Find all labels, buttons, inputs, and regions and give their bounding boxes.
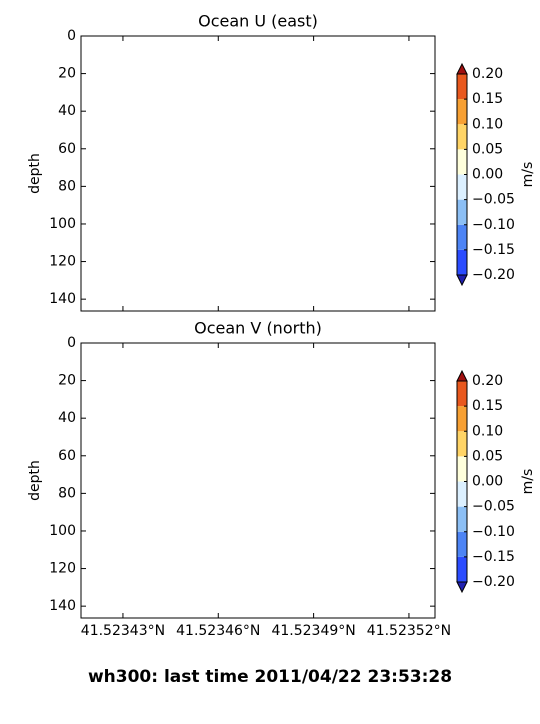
- colorbar-tick-label: 0.15: [472, 91, 503, 107]
- colorbar-tick-label: −0.15: [472, 549, 515, 565]
- colorbar-band: [457, 431, 467, 457]
- y-tick-label: 100: [49, 523, 76, 539]
- colorbar-tick-label: 0.20: [472, 373, 503, 389]
- colorbar-label: m/s: [520, 162, 536, 188]
- colorbar-band: [457, 74, 467, 100]
- y-tick-label: 140: [49, 291, 76, 307]
- colorbar-extend-over: [456, 62, 468, 75]
- colorbar-tick-label: −0.05: [472, 499, 515, 515]
- y-tick-label: 0: [67, 335, 76, 351]
- y-tick-label: 80: [58, 485, 76, 501]
- x-tick-label: 41.52346°N: [176, 623, 260, 639]
- y-tick-label: 100: [49, 216, 76, 232]
- colorbar-band: [457, 456, 467, 482]
- colorbar-band: [457, 224, 467, 250]
- colorbar-tick-label: −0.10: [472, 524, 515, 540]
- x-tick-label: 41.52352°N: [367, 623, 451, 639]
- colorbar-tick-label: 0.20: [472, 66, 503, 82]
- plot-area: [80, 35, 436, 312]
- colorbar-band: [457, 149, 467, 175]
- colorbar-band: [457, 199, 467, 225]
- y-axis-label: depth: [27, 460, 43, 501]
- colorbar-tick-label: −0.20: [472, 574, 515, 590]
- colorbar-extend-over: [456, 369, 468, 382]
- figure-title: wh300: last time 2011/04/22 23:53:28: [88, 667, 452, 687]
- y-tick-label: 40: [58, 410, 76, 426]
- colorbar-band: [457, 531, 467, 557]
- colorbar-extend-under: [456, 274, 468, 287]
- colorbar-tick-label: 0.05: [472, 448, 503, 464]
- colorbar-band: [457, 99, 467, 125]
- colorbar-tick-label: 0.10: [472, 116, 503, 132]
- colorbar-tick-label: −0.20: [472, 267, 515, 283]
- y-tick-label: 140: [49, 598, 76, 614]
- y-tick-label: 60: [58, 448, 76, 464]
- colorbar-band: [457, 506, 467, 532]
- y-tick-label: 120: [49, 561, 76, 577]
- x-tick-label: 41.52343°N: [81, 623, 165, 639]
- chart-title: Ocean V (north): [194, 319, 322, 338]
- colorbar-tick-label: 0.00: [472, 474, 503, 490]
- plot-area: [80, 342, 436, 619]
- chart-title: Ocean U (east): [198, 12, 318, 31]
- colorbar-band: [457, 556, 467, 582]
- colorbar-band: [457, 249, 467, 275]
- colorbar-band: [457, 406, 467, 432]
- y-tick-label: 40: [58, 103, 76, 119]
- colorbar-band: [457, 124, 467, 150]
- y-tick-label: 120: [49, 254, 76, 270]
- y-tick-label: 20: [58, 66, 76, 82]
- colorbar-tick-label: −0.05: [472, 192, 515, 208]
- colorbar-band: [457, 174, 467, 200]
- colorbar-tick-label: −0.15: [472, 242, 515, 258]
- x-tick-label: 41.52349°N: [271, 623, 355, 639]
- colorbar-tick-label: 0.15: [472, 398, 503, 414]
- colorbar-tick-label: −0.10: [472, 217, 515, 233]
- y-tick-label: 60: [58, 141, 76, 157]
- colorbar-tick-label: 0.05: [472, 141, 503, 157]
- y-tick-label: 20: [58, 373, 76, 389]
- colorbar-label: m/s: [520, 469, 536, 495]
- y-axis-label: depth: [27, 153, 43, 194]
- colorbar-extend-under: [456, 581, 468, 594]
- y-tick-label: 80: [58, 178, 76, 194]
- colorbar-tick-label: 0.00: [472, 167, 503, 183]
- colorbar-tick-label: 0.10: [472, 423, 503, 439]
- colorbar-band: [457, 381, 467, 407]
- colorbar-band: [457, 481, 467, 507]
- y-tick-label: 0: [67, 28, 76, 44]
